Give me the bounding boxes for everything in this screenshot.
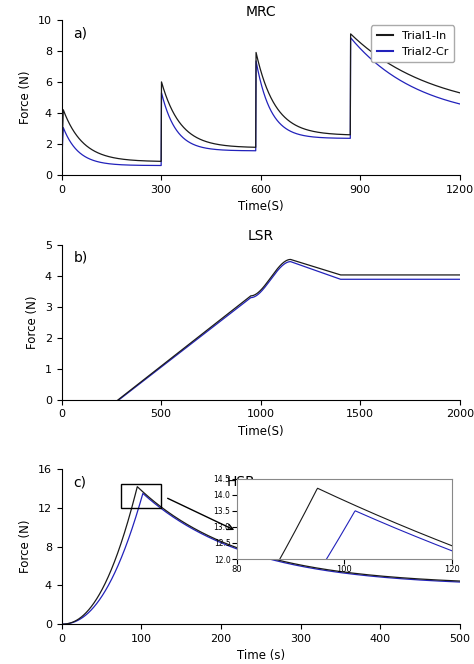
Bar: [121, 484, 161, 508]
Text: b): b): [73, 251, 88, 265]
X-axis label: Time(S): Time(S): [238, 425, 283, 438]
Y-axis label: Force (N): Force (N): [19, 70, 32, 124]
X-axis label: Time (s): Time (s): [237, 649, 285, 663]
Legend: Trial1-In, Trial2-Cr: Trial1-In, Trial2-Cr: [371, 25, 454, 62]
Text: HSR: HSR: [227, 475, 255, 489]
Text: a): a): [73, 26, 88, 40]
Text: c): c): [73, 475, 87, 489]
Title: LSR: LSR: [247, 229, 274, 244]
Title: MRC: MRC: [246, 5, 276, 19]
Y-axis label: Force (N): Force (N): [26, 295, 39, 349]
X-axis label: Time(S): Time(S): [238, 200, 283, 213]
Y-axis label: Force (N): Force (N): [19, 520, 32, 574]
